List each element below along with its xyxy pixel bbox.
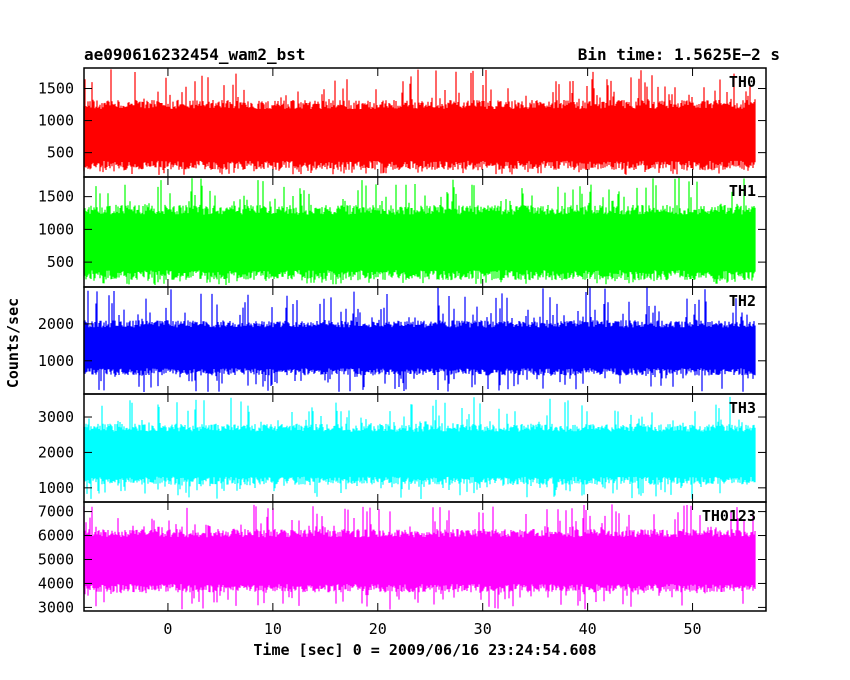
- y-tick-label: 3000: [38, 598, 74, 616]
- x-tick-label: 20: [369, 620, 387, 638]
- x-tick-label: 30: [474, 620, 492, 638]
- panel-th3: 1000 2000 3000 TH3: [38, 393, 767, 503]
- x-tick-label: 0: [163, 620, 172, 638]
- panel-label: TH1: [729, 182, 756, 200]
- panel-th1: 500 1000 1500 TH1: [38, 176, 767, 288]
- y-tick-label: 1500: [38, 80, 74, 98]
- y-tick-label: 4000: [38, 574, 74, 592]
- y-tick-label: 500: [47, 253, 74, 271]
- panel-label: TH2: [729, 292, 756, 310]
- y-tick-label: 2000: [38, 315, 74, 333]
- panel-th0123: 3000 4000 5000 6000 7000 TH0123: [38, 501, 767, 616]
- x-axis-label: Time [sec] 0 = 2009/06/16 23:24:54.608: [253, 641, 596, 659]
- y-axis-label: Counts/sec: [4, 298, 22, 388]
- series-th0: [83, 69, 756, 175]
- series-th3: [83, 396, 756, 499]
- series-th0123: [83, 504, 756, 610]
- y-tick-label: 1000: [38, 220, 74, 238]
- y-tick-label: 500: [47, 144, 74, 162]
- y-tick-label: 7000: [38, 503, 74, 521]
- y-tick-label: 1000: [38, 352, 74, 370]
- y-tick-label: 6000: [38, 527, 74, 545]
- y-tick-label: 1000: [38, 479, 74, 497]
- y-tick-label: 5000: [38, 550, 74, 568]
- bin-time-label: Bin time: 1.5625E−2 s: [578, 45, 780, 64]
- x-tick-label: 10: [264, 620, 282, 638]
- y-tick-label: 1000: [38, 112, 74, 130]
- x-tick-label: 40: [579, 620, 597, 638]
- y-tick-label: 3000: [38, 408, 74, 426]
- series-th2: [83, 287, 756, 392]
- panel-label: TH0123: [702, 507, 756, 525]
- y-tick-label: 2000: [38, 443, 74, 461]
- panel-label: TH0: [729, 73, 756, 91]
- x-tick-label: 50: [684, 620, 702, 638]
- panel-th0: 500 1000 1500 TH0: [38, 67, 767, 178]
- series-th1: [83, 178, 756, 285]
- chart-title: ae090616232454_wam2_bst: [84, 45, 306, 64]
- y-tick-label: 1500: [38, 188, 74, 206]
- panel-th2: 1000 2000 TH2: [38, 286, 767, 395]
- panel-frame: [83, 501, 767, 612]
- panel-label: TH3: [729, 399, 756, 417]
